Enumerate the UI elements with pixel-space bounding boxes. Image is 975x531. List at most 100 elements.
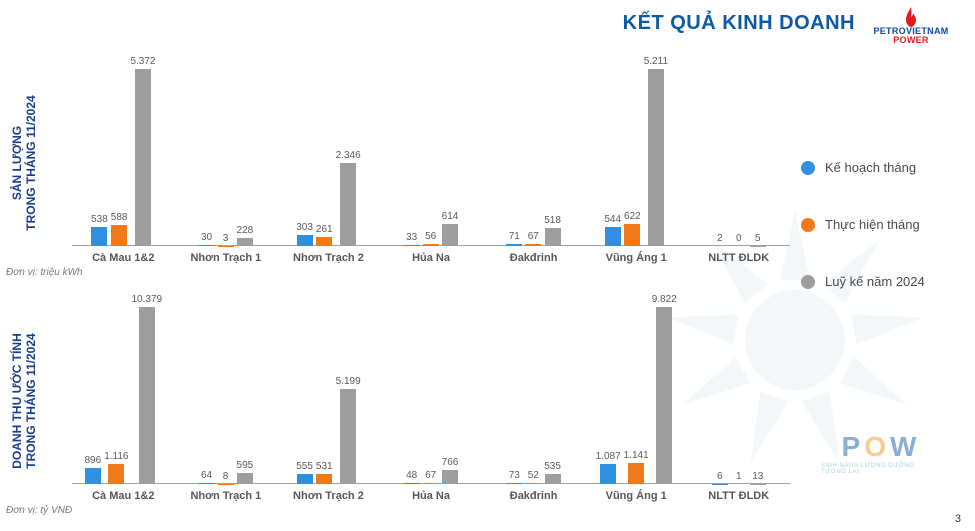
bar (423, 244, 439, 246)
bar-wrap: 56 (423, 56, 439, 246)
bar-groups: 8961.11610.3796485955555315.199486776673… (72, 294, 790, 484)
bar (297, 235, 313, 246)
bars: 5555315.199 (296, 294, 360, 484)
bar-value-label: 531 (316, 461, 333, 472)
bar-group: 303261 2.346 (277, 56, 380, 246)
bar (91, 227, 107, 246)
category-label: Cà Mau 1&2 (72, 248, 175, 270)
category-label: Đakđrinh (482, 248, 585, 270)
bars: 2 05 (712, 56, 766, 246)
bar-wrap: 261 (316, 56, 333, 246)
bar-group: 8961.11610.379 (72, 294, 175, 484)
brand-line2: POWER (893, 35, 929, 45)
bars: 648595 (199, 294, 254, 484)
bar (199, 483, 215, 484)
bar-wrap: 1.116 (104, 294, 128, 484)
pow-text: POW (842, 433, 921, 461)
bar (624, 224, 640, 246)
legend-item: Luỹ kế năm 2024 (801, 274, 951, 289)
bar (600, 464, 616, 484)
bar-value-label: 2.346 (336, 150, 361, 161)
legend-swatch (801, 161, 815, 175)
bar-group: 7352535 (482, 294, 585, 484)
category-label: Đakđrinh (482, 486, 585, 508)
bar-wrap: 5 (750, 56, 766, 246)
bar-group: 30 3 228 (175, 56, 278, 246)
bar-value-label: 52 (528, 470, 539, 481)
plot: 5385885.3723032283032612.346335661471675… (72, 56, 790, 246)
bar-value-label: 5.372 (130, 56, 155, 67)
plot: 8961.11610.3796485955555315.199486776673… (72, 294, 790, 484)
bar-value-label: 544 (604, 214, 621, 225)
bar (297, 474, 313, 484)
bar (506, 244, 522, 246)
bar (404, 483, 420, 484)
bar-wrap: 531 (316, 294, 333, 484)
bar-wrap: 595 (237, 294, 254, 484)
bar-wrap: 52 (525, 294, 541, 484)
slide-number: 3 (955, 513, 961, 525)
bar (506, 483, 522, 484)
category-label: Vũng Áng 1 (585, 248, 688, 270)
bar-group: 33 56 614 (380, 56, 483, 246)
category-label: NLTT ĐLDK (687, 248, 790, 270)
bar-wrap: 67 (423, 294, 439, 484)
bar-group: 5555315.199 (277, 294, 380, 484)
bar (545, 228, 561, 246)
legend-swatch (801, 275, 815, 289)
bar-value-label: 595 (237, 460, 254, 471)
bar-wrap: 3 (218, 56, 234, 246)
bar-wrap: 303 (296, 56, 313, 246)
bar-wrap: 622 (624, 56, 641, 246)
bar-value-label: 13 (752, 471, 763, 482)
chart-area: SẢN LƯỢNGTRONG THÁNG 11/2024Đơn vị: triệ… (30, 56, 790, 516)
bar-wrap: 13 (750, 294, 766, 484)
category-label: Nhơn Trạch 1 (175, 248, 278, 270)
bar-value-label: 228 (237, 225, 254, 236)
bar-groups: 5385885.3723032283032612.346335661471675… (72, 56, 790, 246)
bar-wrap: 1.087 (596, 294, 621, 484)
bar-wrap: 1 (731, 294, 747, 484)
category-label: Cà Mau 1&2 (72, 486, 175, 508)
bar-wrap: 73 (506, 294, 522, 484)
legend-item: Kế hoạch tháng (801, 160, 951, 175)
bar (316, 237, 332, 246)
bar (628, 463, 644, 484)
bar-wrap: 30 (199, 56, 215, 246)
bar-value-label: 2 (717, 233, 723, 244)
legend-label: Luỹ kế năm 2024 (825, 274, 925, 289)
bar-wrap: 33 (404, 56, 420, 246)
pow-subtext: SINH NĂNG LƯỢNG DƯỠNG TƯƠNG LAI (821, 463, 941, 475)
bar (135, 69, 151, 246)
pow-watermark: POW SINH NĂNG LƯỢNG DƯỠNG TƯƠNG LAI (821, 433, 941, 483)
bar-value-label: 896 (85, 455, 102, 466)
bar-value-label: 71 (509, 231, 520, 242)
legend: Kế hoạch tháng Thực hiện tháng Luỹ kế năm … (801, 160, 951, 331)
legend-item: Thực hiện tháng (801, 217, 951, 232)
bar-value-label: 261 (316, 224, 333, 235)
bar (237, 238, 253, 246)
bar-group: 2 05 (687, 56, 790, 246)
bar (108, 464, 124, 484)
bar-value-label: 3 (223, 233, 229, 244)
bars: 30 3 228 (199, 56, 254, 246)
brand-logo: PETROVIETNAM POWER (865, 6, 957, 46)
bar-value-label: 56 (425, 231, 436, 242)
bar (525, 244, 541, 246)
category-label: Hủa Na (380, 248, 483, 270)
bar (139, 307, 155, 484)
bar (545, 474, 561, 484)
bar-value-label: 48 (406, 470, 417, 481)
bars: 8961.11610.379 (85, 294, 163, 484)
bar-wrap: 5.211 (644, 56, 668, 246)
category-label: Vũng Áng 1 (585, 486, 688, 508)
bar (340, 163, 356, 246)
bar-value-label: 5.199 (336, 376, 361, 387)
bars: 303261 2.346 (296, 56, 360, 246)
bar-wrap: 0 (731, 56, 747, 246)
legend-label: Thực hiện tháng (825, 217, 920, 232)
bar-value-label: 0 (736, 233, 742, 244)
bar-value-label: 614 (442, 211, 459, 222)
bar-value-label: 1.087 (596, 451, 621, 462)
bar-value-label: 5.211 (644, 56, 668, 67)
